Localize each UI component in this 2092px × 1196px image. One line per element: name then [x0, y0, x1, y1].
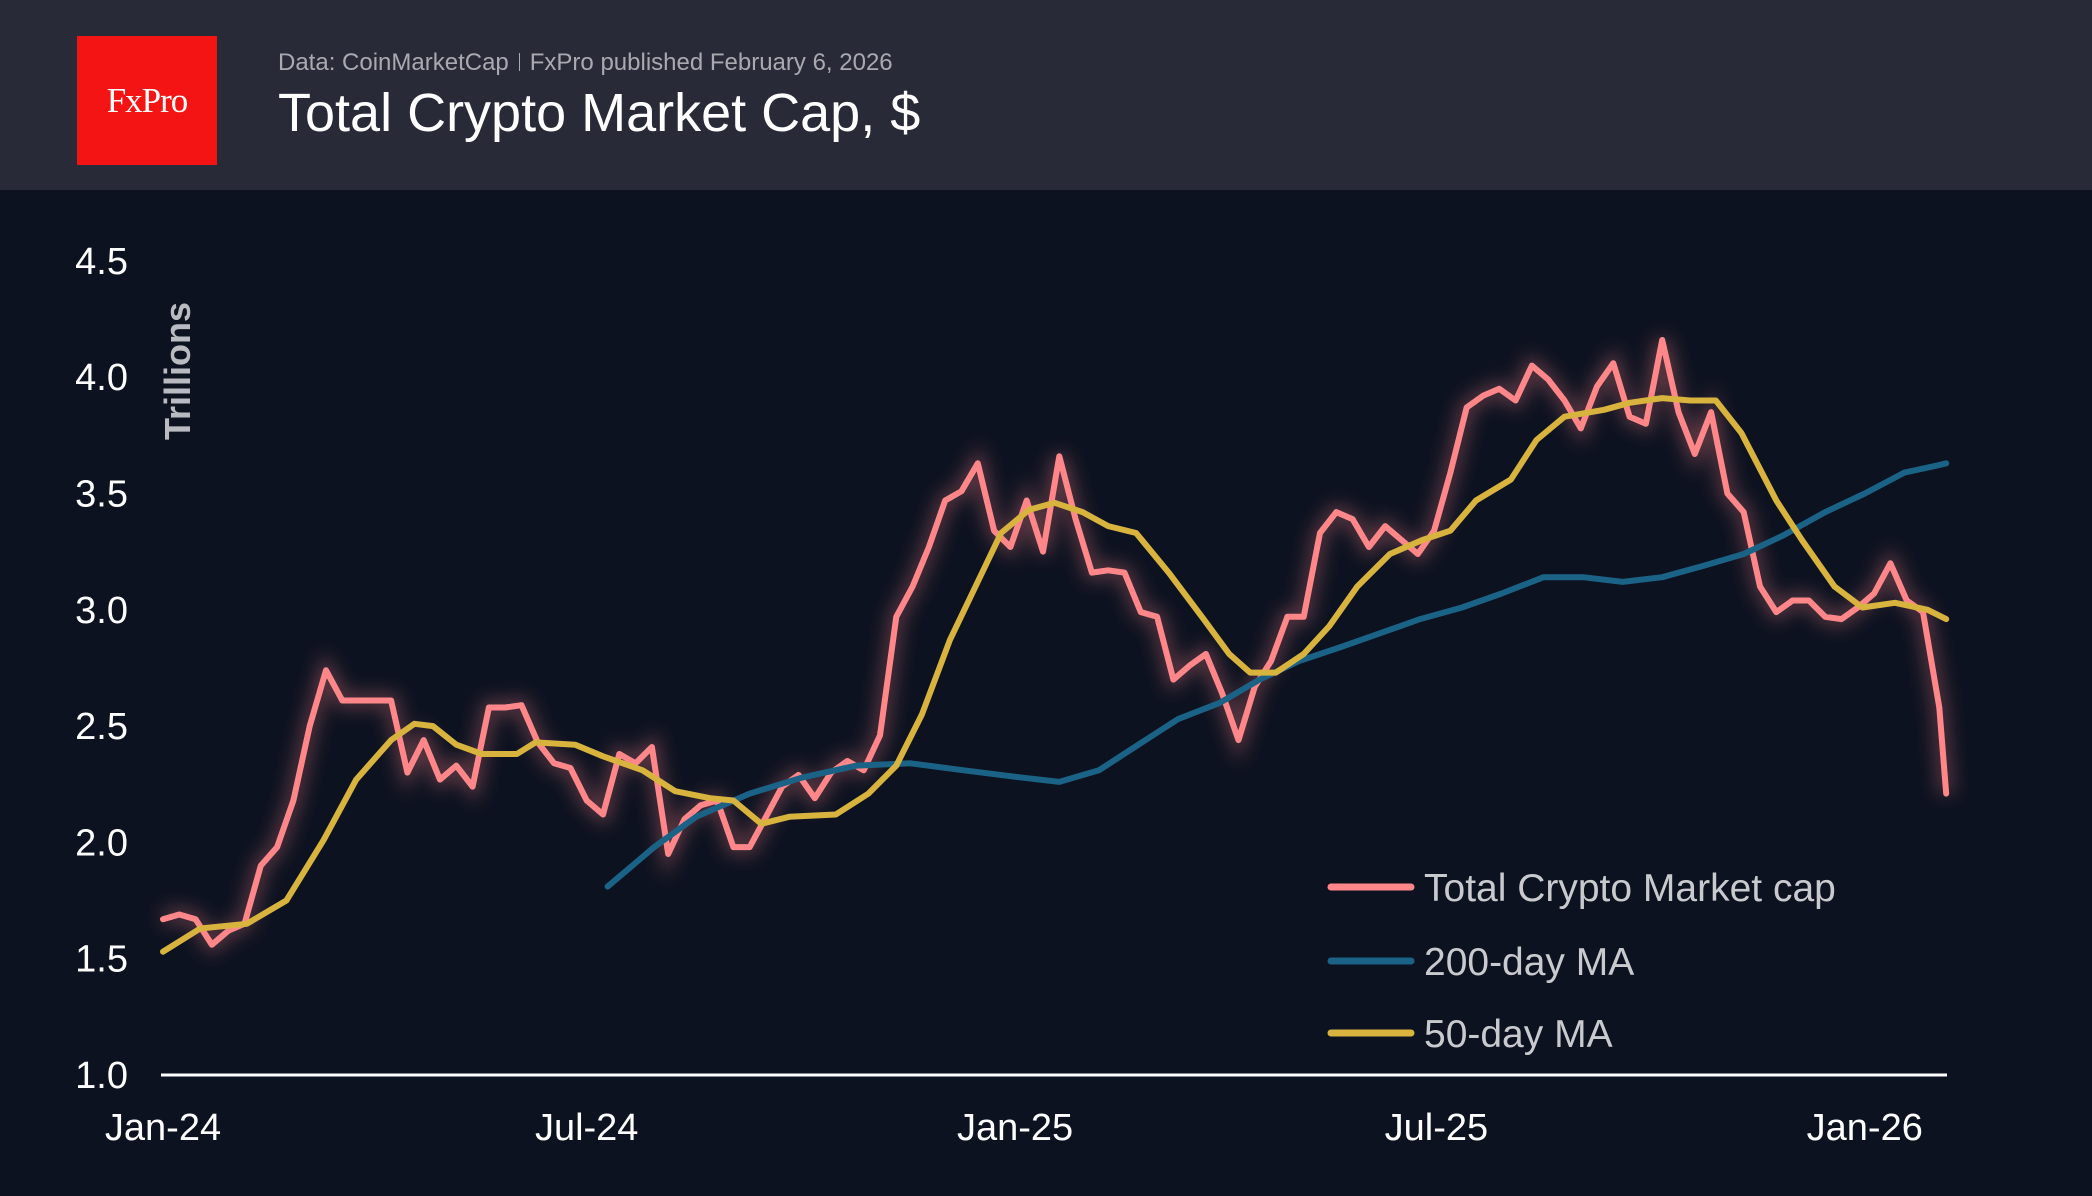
- x-tick-label: Jan-26: [1807, 1107, 1923, 1149]
- y-axis-label: Trillions: [157, 302, 198, 440]
- y-tick-label: 4.0: [75, 357, 128, 399]
- y-tick-label: 2.0: [75, 822, 128, 864]
- legend-item: Total Crypto Market cap: [1327, 867, 1836, 910]
- legend-item: 50-day MA: [1327, 1013, 1613, 1056]
- logo-text: FxPro: [106, 80, 189, 120]
- chart-title: Total Crypto Market Cap, $: [278, 83, 921, 143]
- y-tick-label: 2.5: [75, 706, 128, 748]
- legend-label: Total Crypto Market cap: [1424, 867, 1836, 910]
- y-tick-label: 3.5: [75, 474, 128, 516]
- x-tick-label: Jul-25: [1385, 1107, 1489, 1149]
- y-tick-label: 1.5: [75, 939, 128, 981]
- y-tick-label: 4.5: [75, 241, 128, 283]
- series-glow: [161, 338, 1954, 956]
- legend: Total Crypto Market cap 200-day MA 50-day …: [1327, 867, 1836, 1056]
- series-line-200-day-ma: [604, 460, 1950, 890]
- line-chart: 1.01.52.02.53.03.54.04.5 Jan-24 Jul-24 Jan…: [75, 241, 1954, 1149]
- x-tick-label: Jan-25: [957, 1107, 1073, 1149]
- x-tick-label: Jul-24: [535, 1107, 639, 1149]
- series-line-total-crypto-market-cap: [160, 337, 1950, 948]
- legend-label: 50-day MA: [1424, 1013, 1613, 1056]
- legend-label: 200-day MA: [1424, 941, 1634, 984]
- x-axis-ticks: Jan-24 Jul-24 Jan-25 Jul-25 Jan-26: [105, 1107, 1923, 1149]
- series-lines: [160, 337, 1954, 956]
- separator: [518, 53, 520, 71]
- data-source: Data: CoinMarketCap: [278, 49, 509, 76]
- fxpro-logo: FxPro: [77, 36, 217, 165]
- y-tick-label: 3.0: [75, 590, 128, 632]
- x-tick-label: Jan-24: [105, 1107, 221, 1149]
- chart-subtitle: Data: CoinMarketCap FxPro published Febru…: [278, 49, 893, 77]
- y-tick-label: 1.0: [75, 1055, 128, 1097]
- y-axis-ticks: 1.0 1.5 2.0 2.5 3.0 3.5 4.0 4.5: [75, 241, 128, 1097]
- publish-info: FxPro published February 6, 2026: [529, 49, 893, 76]
- legend-item: 200-day MA: [1327, 941, 1634, 984]
- chart-header: FxPro Data: CoinMarketCap FxPro published…: [0, 0, 2092, 190]
- series-line-50-day-ma: [160, 395, 1950, 955]
